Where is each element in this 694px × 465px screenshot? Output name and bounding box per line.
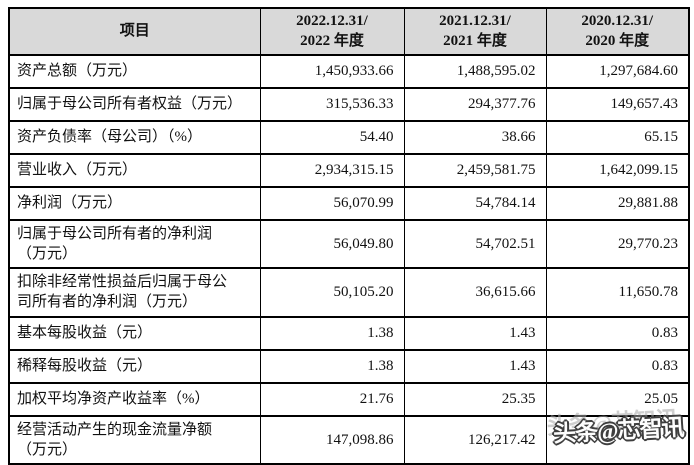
table-row: 归属于母公司所有者权益（万元） 315,536.33 294,377.76 149,6…: [8, 86, 690, 122]
cell-value: 0.83: [545, 315, 690, 351]
cell-value: 56,070.99: [259, 185, 405, 221]
table-row: 基本每股收益（元） 1.38 1.43 0.83: [8, 315, 690, 351]
cell-value: 54,784.14: [403, 185, 547, 221]
row-label: 基本每股收益（元）: [8, 315, 261, 351]
cell-value: [545, 414, 690, 465]
cell-value: 1,488,595.02: [403, 53, 547, 89]
cell-value: 38.66: [403, 119, 547, 155]
cell-value: 11,650.78: [545, 267, 690, 318]
row-label: 归属于母公司所有者的净利润 （万元）: [8, 218, 261, 269]
cell-value: 21.76: [259, 381, 405, 417]
cell-value: 2,934,315.15: [259, 152, 405, 188]
cell-value: 1.43: [403, 315, 547, 351]
cell-value: 149,657.43: [545, 86, 690, 122]
table-row: 加权平均净资产收益率（%） 21.76 25.35 25.05: [8, 381, 690, 417]
cell-value: 1,450,933.66: [259, 53, 405, 89]
row-label: 扣除非经常性损益后归属于母公 司所有者的净利润（万元）: [8, 267, 261, 318]
cell-value: 0.83: [545, 348, 690, 384]
table-row: 稀释每股收益（元） 1.38 1.43 0.83: [8, 348, 690, 384]
cell-value: 36,615.66: [403, 267, 547, 318]
table-row: 资产总额（万元） 1,450,933.66 1,488,595.02 1,297,68…: [8, 53, 690, 89]
table-row: 扣除非经常性损益后归属于母公 司所有者的净利润（万元） 50,105.20 36,6…: [8, 267, 690, 318]
row-label: 净利润（万元）: [8, 185, 261, 221]
cell-value: 1,297,684.60: [545, 53, 690, 89]
financial-highlights-table: 项目 2022.12.31/ 2022 年度 2021.12.31/ 2021 …: [8, 7, 690, 465]
cell-value: 1,642,099.15: [545, 152, 690, 188]
row-label: 归属于母公司所有者权益（万元）: [8, 86, 261, 122]
cell-value: 56,049.80: [259, 218, 405, 269]
cell-value: 1.38: [259, 348, 405, 384]
table-row: 经营活动产生的现金流量净额 （万元） 147,098.86 126,217.42: [8, 414, 690, 465]
cell-value: 29,770.23: [545, 218, 690, 269]
row-label: 稀释每股收益（元）: [8, 348, 261, 384]
page: { "table": { "header": { "item": "项目", "…: [8, 7, 690, 465]
row-label: 资产负债率（母公司）（%）: [8, 119, 261, 155]
cell-value: 25.05: [545, 381, 690, 417]
header-cell-period-2022: 2022.12.31/ 2022 年度: [259, 7, 405, 56]
cell-value: 147,098.86: [259, 414, 405, 465]
cell-value: 54,702.51: [403, 218, 547, 269]
row-label: 加权平均净资产收益率（%）: [8, 381, 261, 417]
header-cell-item: 项目: [8, 7, 261, 56]
table-header-row: 项目 2022.12.31/ 2022 年度 2021.12.31/ 2021 …: [8, 7, 690, 56]
row-label: 经营活动产生的现金流量净额 （万元）: [8, 414, 261, 465]
cell-value: 315,536.33: [259, 86, 405, 122]
cell-value: 54.40: [259, 119, 405, 155]
cell-value: 294,377.76: [403, 86, 547, 122]
header-cell-period-2020: 2020.12.31/ 2020 年度: [545, 7, 690, 56]
cell-value: 25.35: [403, 381, 547, 417]
cell-value: 65.15: [545, 119, 690, 155]
header-cell-period-2021: 2021.12.31/ 2021 年度: [403, 7, 547, 56]
cell-value: 29,881.88: [545, 185, 690, 221]
table-row: 归属于母公司所有者的净利润 （万元） 56,049.80 54,702.51 29,7…: [8, 218, 690, 269]
cell-value: 2,459,581.75: [403, 152, 547, 188]
row-label: 资产总额（万元）: [8, 53, 261, 89]
table-row: 净利润（万元） 56,070.99 54,784.14 29,881.88: [8, 185, 690, 221]
cell-value: 50,105.20: [259, 267, 405, 318]
row-label: 营业收入（万元）: [8, 152, 261, 188]
cell-value: 126,217.42: [403, 414, 547, 465]
table-row: 资产负债率（母公司）（%） 54.40 38.66 65.15: [8, 119, 690, 155]
cell-value: 1.38: [259, 315, 405, 351]
cell-value: 1.43: [403, 348, 547, 384]
table-row: 营业收入（万元） 2,934,315.15 2,459,581.75 1,642,09…: [8, 152, 690, 188]
